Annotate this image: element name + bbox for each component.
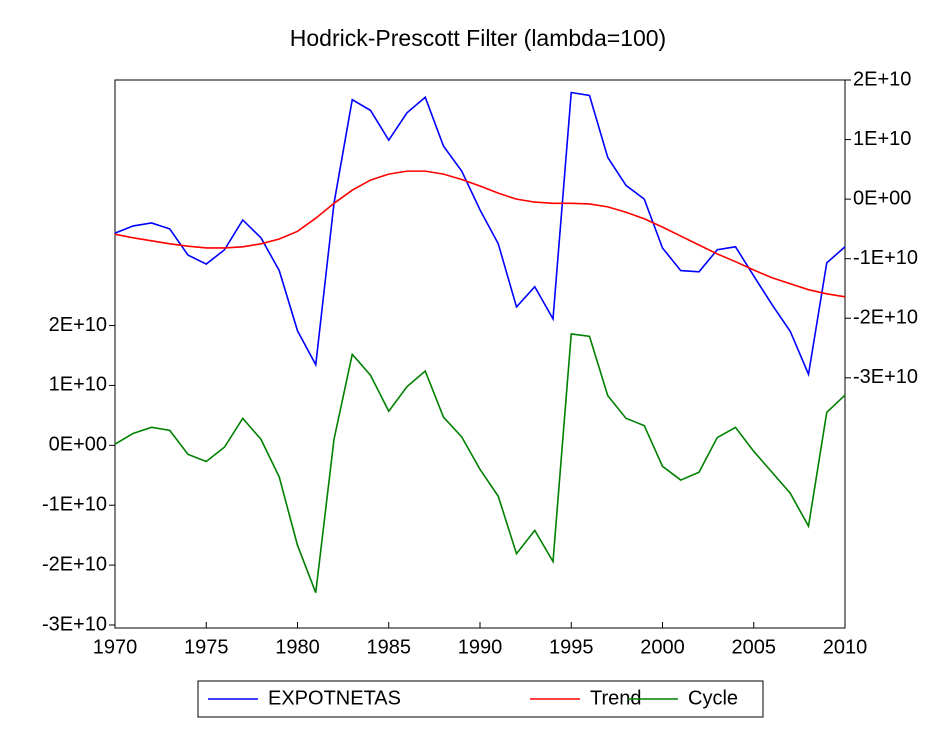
legend-label: EXPOTNETAS	[268, 687, 401, 709]
y2-tick-label: -2E+10	[853, 307, 918, 329]
y-tick-label: 2E+10	[49, 314, 107, 336]
y2-tick-label: 1E+10	[853, 128, 911, 150]
x-tick-label: 1990	[458, 636, 503, 658]
x-tick-label: 1995	[549, 636, 594, 658]
y2-tick-label: -1E+10	[853, 247, 918, 269]
plot-frame	[114, 79, 846, 629]
legend-label: Trend	[590, 687, 642, 709]
y-tick-label: -1E+10	[42, 494, 107, 516]
x-tick-label: 1975	[184, 636, 229, 658]
y-tick-label: -2E+10	[42, 553, 107, 575]
y-tick-label: -3E+10	[42, 613, 107, 635]
legend-label: Cycle	[688, 687, 738, 709]
series-line	[114, 170, 846, 298]
y-tick-label: 1E+10	[49, 374, 107, 396]
series-line	[114, 91, 846, 378]
y2-tick-label: 2E+10	[853, 68, 911, 90]
chart-title: Hodrick-Prescott Filter (lambda=100)	[290, 25, 666, 51]
x-tick-label: 2005	[732, 636, 777, 658]
x-tick-label: 1985	[367, 636, 412, 658]
series-line	[114, 333, 846, 593]
y2-tick-label: -3E+10	[853, 366, 918, 388]
x-tick-label: 2010	[823, 636, 868, 658]
x-tick-label: 2000	[640, 636, 685, 658]
x-tick-label: 1970	[93, 636, 138, 658]
y-tick-label: 0E+00	[49, 434, 107, 456]
y2-tick-label: 0E+00	[853, 187, 911, 209]
x-tick-label: 1980	[275, 636, 320, 658]
